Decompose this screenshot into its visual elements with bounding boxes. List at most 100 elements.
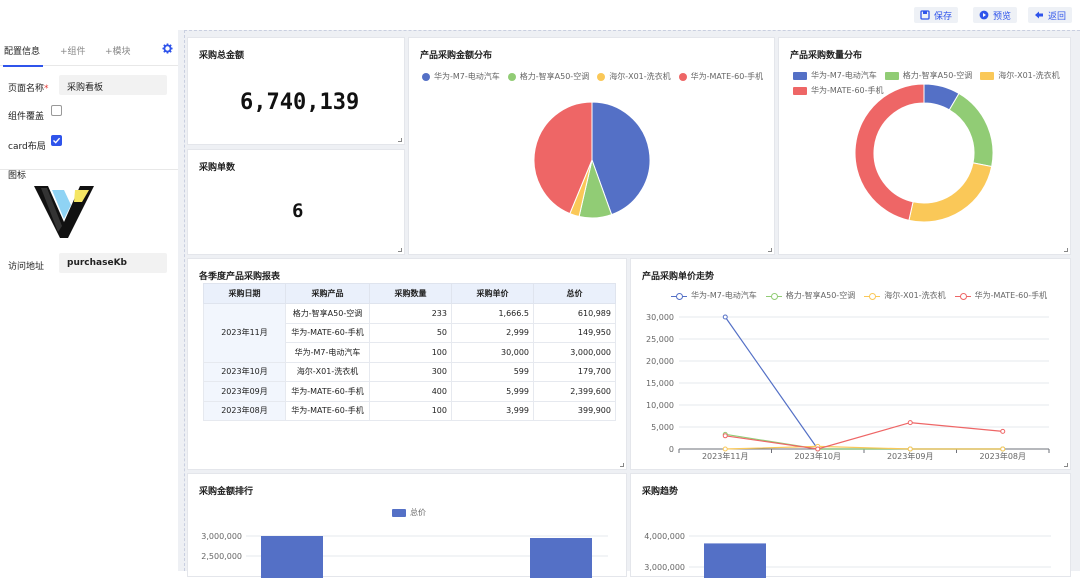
legend-item[interactable]: 华为-M7-电动汽车 bbox=[793, 70, 877, 81]
legend-item[interactable]: 格力-智享A50-空调 bbox=[884, 70, 972, 81]
quantity-cell: 100 bbox=[369, 400, 452, 421]
table-header-row: 采购日期 采购产品 采购数量 采购单价 总价 bbox=[203, 283, 616, 304]
amount-distribution-card[interactable]: 产品采购金额分布 华为-M7-电动汽车 格力-智享A50-空调 海尔-X01-洗… bbox=[408, 37, 775, 255]
legend-item[interactable]: 华为-M7-电动汽车 bbox=[422, 71, 500, 82]
purchase-trend-card[interactable]: 采购趋势 4,000,000 3,000,000 bbox=[630, 473, 1072, 578]
quantity-cell: 400 bbox=[369, 381, 452, 402]
legend-item[interactable]: 华为-MATE-60-手机 bbox=[678, 71, 763, 82]
report-table-card[interactable]: 各季度产品采购报表 采购日期 采购产品 采购数量 采购单价 总价 2023年11… bbox=[187, 258, 627, 470]
resize-handle[interactable] bbox=[620, 463, 624, 467]
save-icon bbox=[920, 10, 930, 20]
table-row: 2023年11月 格力-智享A50-空调 233 1,666.5 610,989 bbox=[203, 303, 616, 363]
series-point bbox=[1000, 446, 1006, 452]
amount-ranking-legend: 总价 bbox=[392, 507, 426, 518]
table-row: 2023年10月 海尔-X01-洗衣机 300 599 179,700 bbox=[203, 361, 616, 382]
purchase-trend-bar-chart[interactable]: 4,000,000 3,000,000 bbox=[631, 474, 1072, 578]
overlay-checkbox[interactable] bbox=[51, 105, 62, 116]
resize-handle[interactable] bbox=[398, 248, 402, 252]
card-title: 采购总金额 bbox=[199, 51, 245, 61]
page-name-input[interactable]: 采购看板 bbox=[59, 75, 167, 95]
tab-modules[interactable]: +模块 bbox=[105, 47, 131, 57]
quantity-donut-slice[interactable] bbox=[948, 92, 994, 168]
resize-handle[interactable] bbox=[768, 248, 772, 252]
play-circle-icon bbox=[979, 10, 989, 20]
order-count-value: 6 bbox=[292, 200, 304, 222]
y-tick-label: 0 bbox=[669, 445, 674, 454]
url-label: 访问地址 bbox=[8, 262, 45, 272]
resize-handle[interactable] bbox=[398, 138, 402, 142]
tab-config-info[interactable]: 配置信息 bbox=[4, 47, 41, 57]
checkmark-icon bbox=[53, 137, 61, 144]
preview-button[interactable]: 预览 bbox=[973, 7, 1018, 23]
product-cell: 华为-M7-电动汽车 bbox=[285, 342, 370, 363]
quantity-donut-slice[interactable] bbox=[854, 83, 925, 221]
amount-pie-legend: 华为-M7-电动汽车 格力-智享A50-空调 海尔-X01-洗衣机 华为-MAT… bbox=[422, 71, 772, 82]
legend-item[interactable]: 华为-M7-电动汽车 bbox=[671, 290, 757, 301]
series-point bbox=[1000, 428, 1006, 434]
x-tick-label: 2023年09月 bbox=[887, 451, 934, 461]
resize-handle[interactable] bbox=[1064, 463, 1068, 467]
column-header[interactable]: 采购产品 bbox=[285, 283, 370, 304]
product-cell: 华为-MATE-60-手机 bbox=[285, 322, 370, 343]
legend-item[interactable]: 海尔-X01-洗衣机 bbox=[980, 70, 1060, 81]
y-tick-label: 5,000 bbox=[651, 423, 674, 432]
resize-handle[interactable] bbox=[1064, 248, 1068, 252]
overlay-label: 组件覆盖 bbox=[8, 112, 45, 122]
product-cell: 海尔-X01-洗衣机 bbox=[285, 361, 370, 382]
legend-item[interactable]: 海尔-X01-洗衣机 bbox=[864, 290, 946, 301]
total-cell: 179,700 bbox=[533, 361, 616, 382]
unit-price-cell: 30,000 bbox=[451, 342, 534, 363]
card-layout-label: card布局 bbox=[8, 142, 46, 152]
legend-swatch bbox=[671, 292, 687, 300]
config-panel: 配置信息 +组件 +模块 页面名称* 采购看板 组件覆盖 card布局 图标 访… bbox=[0, 30, 178, 571]
bar[interactable] bbox=[530, 538, 592, 578]
amount-pie-slice[interactable] bbox=[591, 101, 651, 216]
x-tick-label: 2023年10月 bbox=[794, 451, 841, 461]
x-tick-label: 2023年08月 bbox=[979, 451, 1026, 461]
date-cell: 2023年11月 bbox=[203, 303, 286, 363]
amount-ranking-card[interactable]: 采购金额排行 总价 3,000,000 2,500,000 bbox=[187, 473, 628, 578]
top-toolbar: 保存 预览 返回 bbox=[0, 0, 1080, 30]
column-header[interactable]: 总价 bbox=[533, 283, 616, 304]
quantity-donut-chart[interactable] bbox=[779, 38, 1072, 256]
y-tick-label: 3,000,000 bbox=[644, 563, 685, 572]
legend-item[interactable]: 格力-智享A50-空调 bbox=[765, 290, 855, 301]
quantity-cell: 233 bbox=[369, 303, 452, 324]
date-cell: 2023年09月 bbox=[203, 381, 286, 402]
legend-item[interactable]: 华为-MATE-60-手机 bbox=[793, 85, 884, 96]
card-layout-checkbox[interactable] bbox=[51, 135, 62, 146]
total-cell: 3,000,000 bbox=[533, 342, 616, 363]
y-tick-label: 3,000,000 bbox=[201, 532, 242, 541]
column-header[interactable]: 采购日期 bbox=[203, 283, 286, 304]
amount-pie-slice[interactable] bbox=[533, 101, 593, 215]
legend-swatch bbox=[392, 508, 406, 517]
legend-item[interactable]: 海尔-X01-洗衣机 bbox=[597, 71, 671, 82]
price-trend-line-chart[interactable]: 30,000 25,000 20,000 15,000 10,000 5,000 0 2023… bbox=[631, 259, 1072, 471]
tab-components[interactable]: +组件 bbox=[60, 47, 86, 57]
y-tick-label: 2,500,000 bbox=[201, 552, 242, 561]
back-button[interactable]: 返回 bbox=[1028, 7, 1073, 23]
table-row: 2023年08月 华为-MATE-60-手机 100 3,999 399,900 bbox=[203, 400, 616, 421]
product-cell: 华为-MATE-60-手机 bbox=[285, 381, 370, 402]
unit-price-cell: 5,999 bbox=[451, 381, 534, 402]
order-count-card[interactable]: 采购单数 6 bbox=[187, 149, 405, 255]
legend-item[interactable]: 格力-智享A50-空调 bbox=[507, 71, 589, 82]
bar[interactable] bbox=[261, 536, 323, 578]
save-button[interactable]: 保存 bbox=[914, 7, 959, 23]
app-logo-icon[interactable] bbox=[31, 182, 97, 242]
legend-item[interactable]: 华为-MATE-60-手机 bbox=[954, 290, 1047, 301]
column-header[interactable]: 采购数量 bbox=[369, 283, 452, 304]
total-amount-card[interactable]: 采购总金额 6,740,139 bbox=[187, 37, 405, 145]
gear-icon[interactable] bbox=[162, 43, 173, 54]
legend-swatch bbox=[422, 72, 430, 81]
column-header[interactable]: 采购单价 bbox=[451, 283, 534, 304]
amount-pie-chart[interactable] bbox=[409, 38, 776, 256]
price-trend-card[interactable]: 产品采购单价走势 华为-M7-电动汽车 格力-智享A50-空调 海尔-X01-洗… bbox=[630, 258, 1071, 470]
quantity-distribution-card[interactable]: 产品采购数量分布 华为-M7-电动汽车 格力-智享A50-空调 海尔-X01-洗… bbox=[778, 37, 1071, 255]
legend-item[interactable]: 总价 bbox=[392, 507, 426, 518]
amount-ranking-bar-chart[interactable]: 3,000,000 2,500,000 bbox=[188, 474, 628, 578]
url-input[interactable]: purchaseKb bbox=[59, 253, 167, 273]
quantity-donut-slice[interactable] bbox=[908, 162, 993, 223]
quantity-cell: 100 bbox=[369, 342, 452, 363]
bar[interactable] bbox=[704, 543, 766, 578]
